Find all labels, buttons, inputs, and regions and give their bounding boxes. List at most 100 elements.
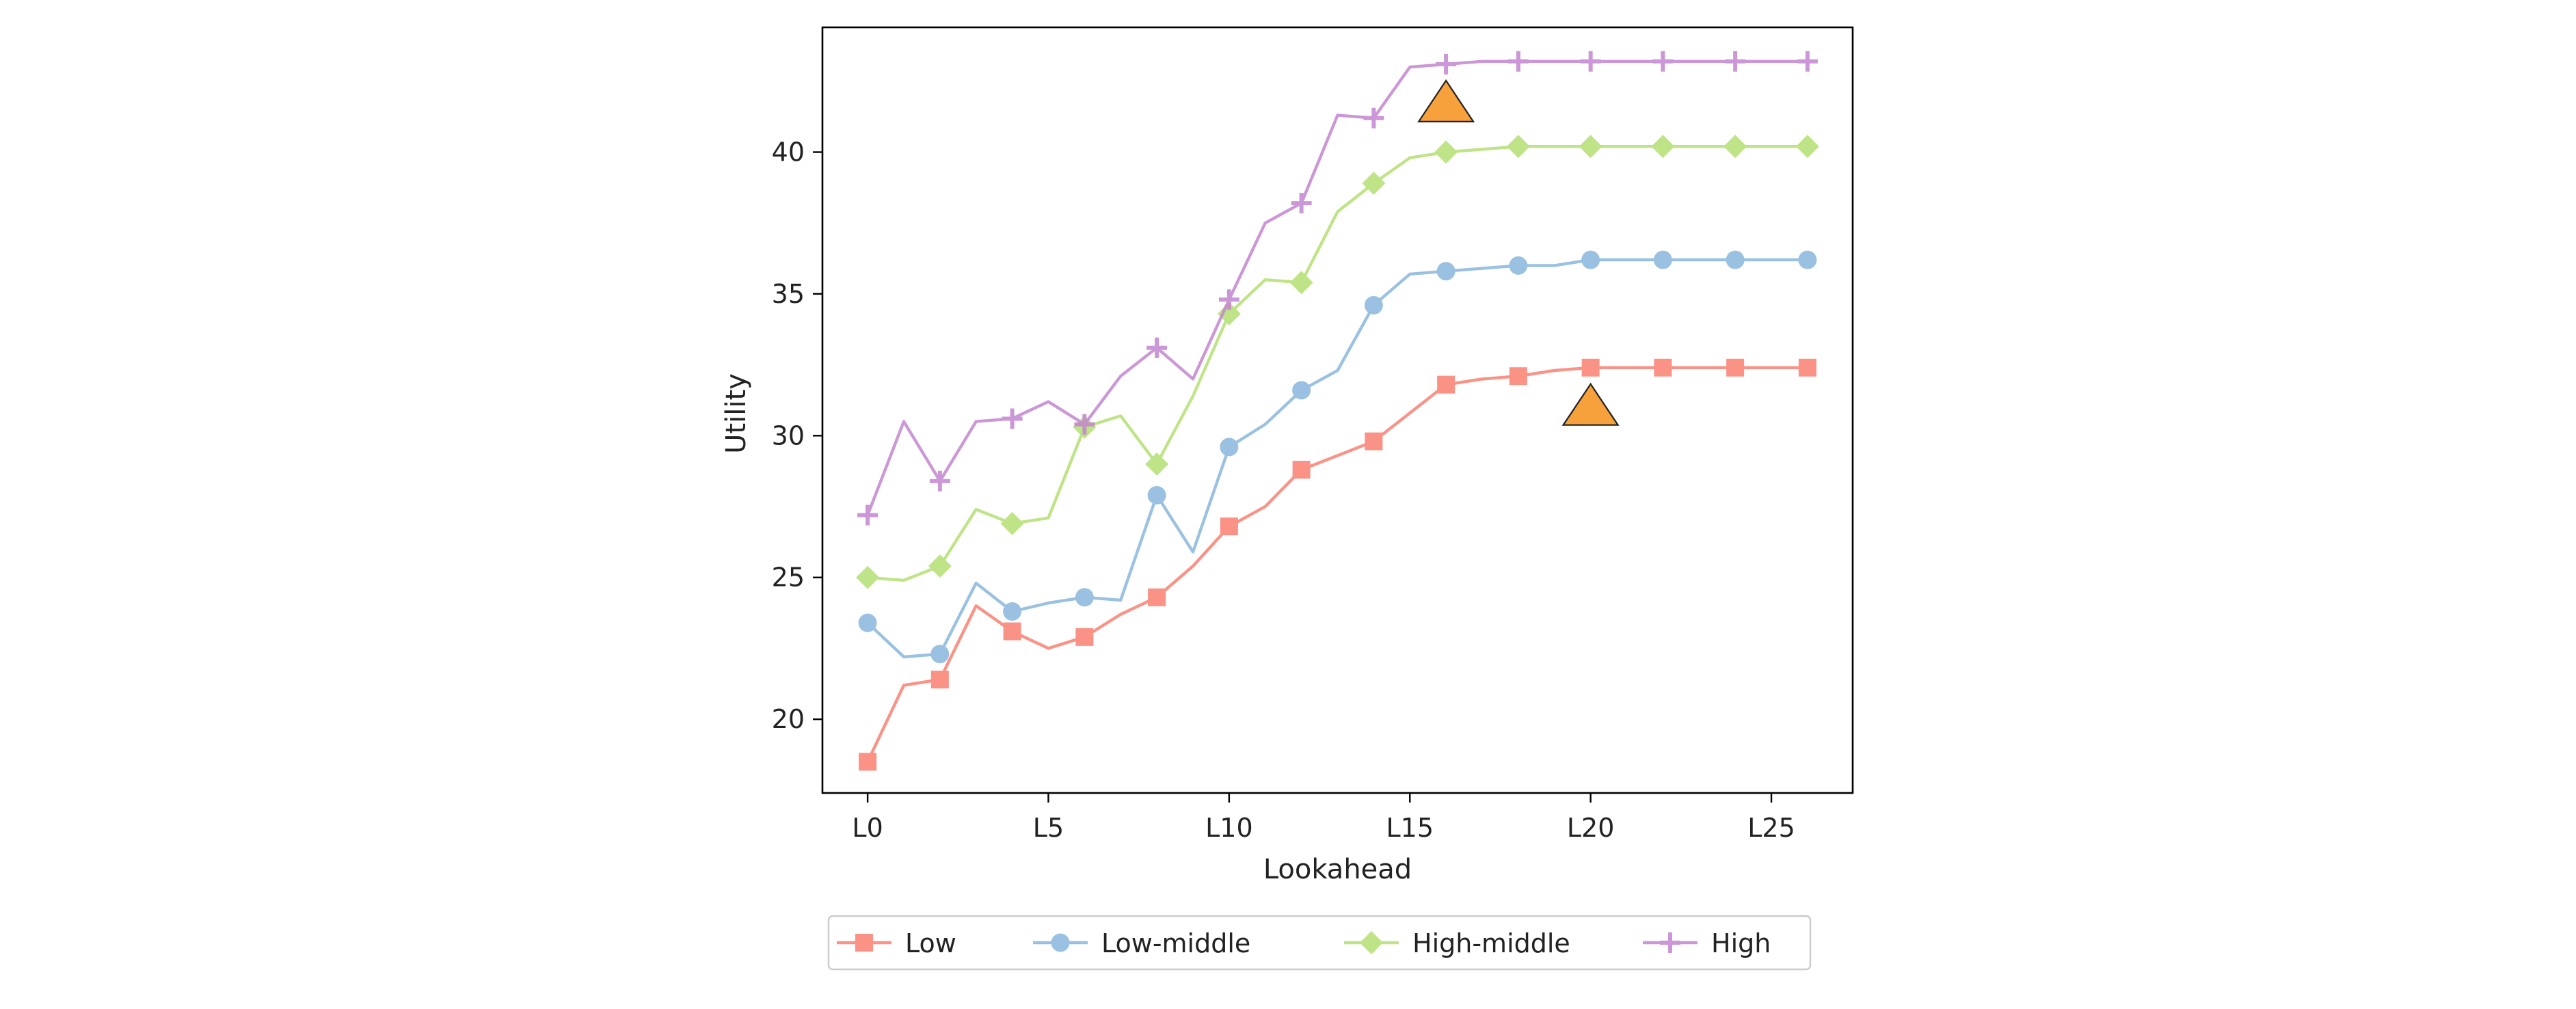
legend: Low Low-middle High-middle High bbox=[827, 915, 1812, 971]
data-point-low bbox=[930, 671, 949, 689]
annotation-layer bbox=[1417, 79, 1620, 426]
series-low-middle bbox=[858, 250, 1817, 664]
data-point-high-middle bbox=[1434, 140, 1458, 164]
series-line-low-middle bbox=[866, 258, 1810, 659]
data-point-high-middle bbox=[1579, 135, 1602, 159]
x-tick-label: L0 bbox=[852, 813, 883, 843]
data-point-high-middle bbox=[1289, 271, 1313, 295]
data-point-low bbox=[1437, 375, 1455, 394]
data-point-high bbox=[1146, 337, 1168, 358]
legend-item-low: Low bbox=[837, 928, 956, 958]
legend-box bbox=[827, 915, 1812, 971]
data-point-high bbox=[1725, 51, 1746, 72]
legend-label-high-middle: High-middle bbox=[1412, 928, 1570, 958]
legend-item-low-middle: Low-middle bbox=[1033, 928, 1250, 958]
x-tick-label: L15 bbox=[1386, 813, 1434, 843]
data-point-high-middle bbox=[1506, 135, 1530, 159]
data-point-low bbox=[1220, 517, 1238, 536]
data-point-high-middle bbox=[928, 554, 952, 578]
legend-items: Low Low-middle High-middle High bbox=[837, 928, 1771, 958]
data-point-low bbox=[1292, 461, 1311, 479]
data-point-high-middle bbox=[1723, 135, 1747, 159]
data-point-high-middle bbox=[1145, 452, 1169, 476]
data-point-low-middle bbox=[1798, 250, 1817, 269]
data-point-high bbox=[1436, 53, 1457, 75]
series-line-high-middle bbox=[866, 144, 1810, 582]
data-point-low bbox=[859, 753, 877, 771]
data-point-high-middle bbox=[856, 565, 880, 589]
annotation-triangle bbox=[1561, 382, 1620, 426]
series-high bbox=[857, 51, 1818, 526]
data-point-high bbox=[929, 470, 950, 492]
data-point-low-middle bbox=[1075, 588, 1094, 607]
data-point-high bbox=[1218, 289, 1239, 310]
plot-area-frame bbox=[821, 26, 1854, 794]
legend-swatch-low-middle bbox=[1033, 933, 1088, 952]
data-point-low-middle bbox=[1581, 250, 1600, 269]
legend-label-high: High bbox=[1711, 928, 1771, 958]
data-point-low-middle bbox=[1364, 296, 1383, 315]
data-point-low bbox=[1581, 358, 1600, 377]
legend-marker bbox=[1051, 933, 1070, 952]
data-point-low bbox=[1148, 588, 1166, 606]
legend-marker bbox=[1660, 932, 1680, 953]
data-point-low-middle bbox=[858, 613, 877, 632]
legend-swatch-high-middle bbox=[1344, 931, 1399, 954]
x-tick-label: L5 bbox=[1033, 813, 1064, 843]
data-point-low-middle bbox=[1147, 485, 1166, 504]
data-point-high bbox=[1580, 51, 1601, 72]
data-point-high bbox=[1797, 51, 1818, 72]
x-axis-title: Lookahead bbox=[1263, 854, 1412, 885]
x-tick-label: L10 bbox=[1205, 813, 1253, 843]
data-point-high bbox=[1363, 107, 1384, 129]
data-point-high bbox=[1291, 193, 1312, 214]
data-point-low bbox=[1075, 628, 1094, 646]
series-low bbox=[859, 358, 1816, 771]
data-point-high bbox=[1652, 51, 1674, 72]
data-point-low-middle bbox=[1436, 262, 1455, 281]
data-point-low bbox=[1365, 432, 1383, 450]
data-point-high bbox=[857, 504, 878, 526]
x-tick-label: L20 bbox=[1567, 813, 1615, 843]
x-tick-label: L25 bbox=[1747, 813, 1795, 843]
data-point-high-middle bbox=[1000, 511, 1024, 535]
data-point-high bbox=[1074, 414, 1095, 435]
data-point-high-middle bbox=[1651, 135, 1675, 159]
series-layer bbox=[856, 51, 1819, 771]
data-point-high bbox=[1507, 51, 1529, 72]
data-point-low-middle bbox=[1220, 438, 1239, 457]
data-point-low bbox=[1726, 358, 1745, 377]
data-point-high bbox=[1002, 408, 1023, 429]
legend-item-high: High bbox=[1643, 928, 1771, 958]
data-point-low bbox=[1798, 358, 1816, 377]
data-point-high-middle bbox=[1795, 135, 1819, 159]
data-point-low-middle bbox=[930, 645, 950, 664]
data-point-low bbox=[1509, 367, 1527, 386]
legend-item-high-middle: High-middle bbox=[1344, 928, 1570, 958]
y-axis-title: Utility bbox=[721, 373, 752, 454]
axis-layer: L0 L5 L10 L15 L20 L25 20 25 30 35 40 bbox=[772, 137, 1795, 843]
legend-swatch-high bbox=[1643, 932, 1698, 953]
y-tick-label: 40 bbox=[772, 137, 805, 167]
data-point-low-middle bbox=[1653, 250, 1672, 269]
y-tick-label: 25 bbox=[772, 563, 805, 593]
y-tick-label: 20 bbox=[772, 704, 805, 734]
y-tick-label: 35 bbox=[772, 279, 805, 309]
data-point-low-middle bbox=[1726, 250, 1745, 269]
data-point-low-middle bbox=[1003, 602, 1022, 621]
legend-label-low: Low bbox=[905, 928, 956, 958]
series-line-low bbox=[866, 366, 1810, 764]
data-point-low-middle bbox=[1509, 256, 1528, 275]
series-line-high bbox=[866, 59, 1810, 517]
data-point-low-middle bbox=[1292, 381, 1311, 400]
y-tick-label: 30 bbox=[772, 420, 805, 450]
data-point-high-middle bbox=[1217, 301, 1241, 325]
series-high-middle bbox=[856, 135, 1819, 589]
legend-swatch-low bbox=[837, 934, 891, 952]
legend-marker bbox=[855, 934, 873, 952]
legend-label-low-middle: Low-middle bbox=[1101, 928, 1250, 958]
legend-marker bbox=[1360, 931, 1383, 954]
annotation-triangle bbox=[1417, 79, 1475, 122]
data-point-low bbox=[1654, 358, 1672, 377]
